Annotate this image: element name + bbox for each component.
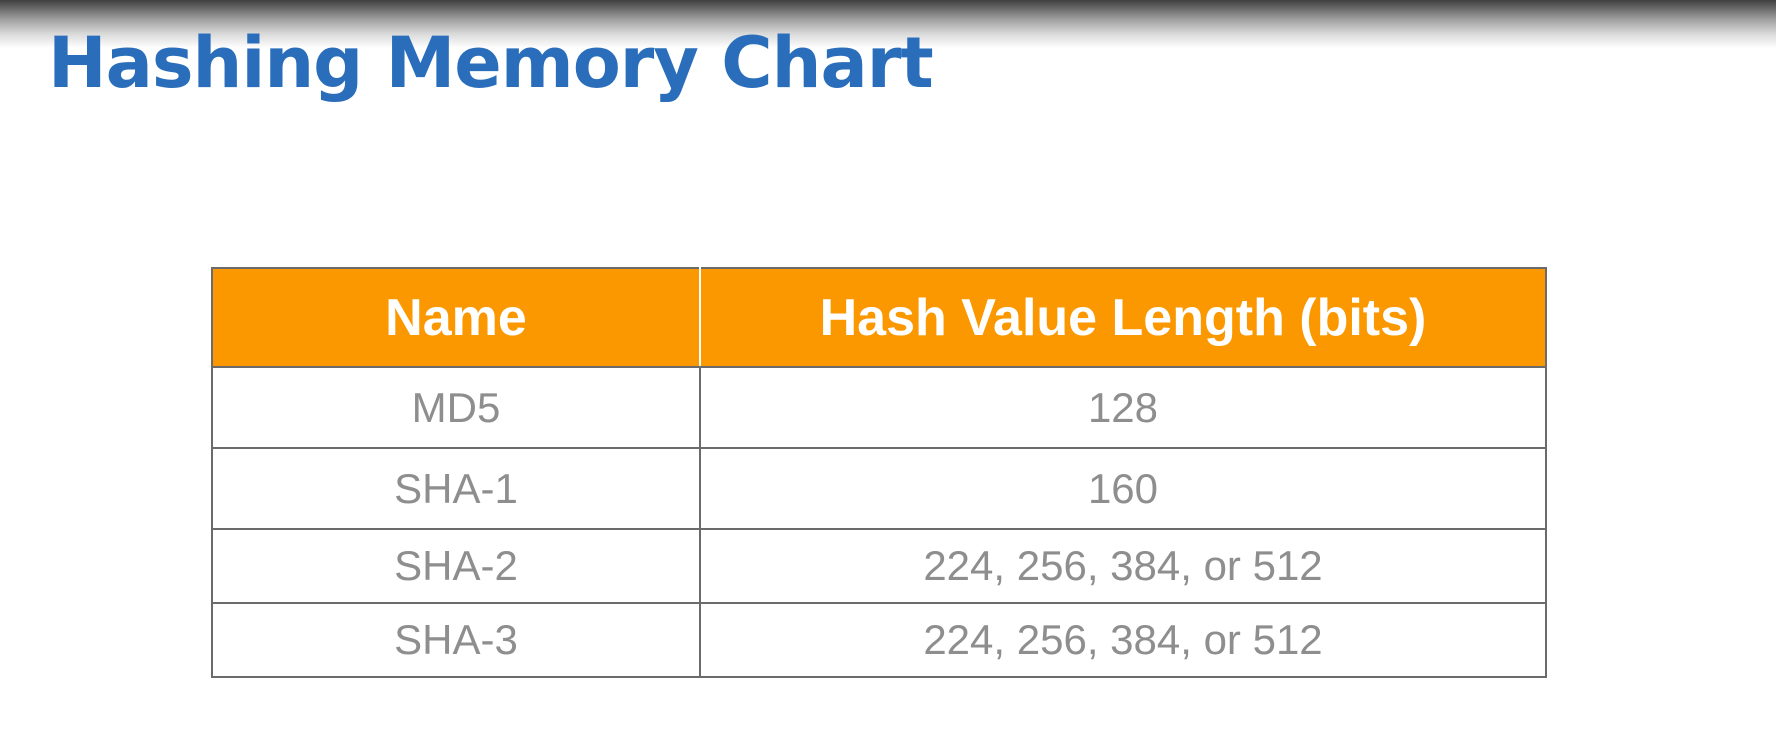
cell-name: SHA-2 — [211, 528, 701, 604]
table-header-row: Name Hash Value Length (bits) — [211, 267, 1547, 368]
cell-hash-length: 160 — [699, 447, 1547, 530]
slide-title: Hashing Memory Chart — [48, 22, 934, 104]
table-row: SHA-2 224, 256, 384, or 512 — [211, 528, 1547, 604]
cell-hash-length: 128 — [699, 366, 1547, 449]
table-row: MD5 128 — [211, 366, 1547, 449]
cell-name: MD5 — [211, 366, 701, 449]
cell-name: SHA-3 — [211, 602, 701, 678]
header-name: Name — [211, 267, 701, 368]
hashing-memory-table: Name Hash Value Length (bits) MD5 128 SH… — [211, 267, 1547, 678]
header-hash-length: Hash Value Length (bits) — [699, 267, 1547, 368]
table-row: SHA-3 224, 256, 384, or 512 — [211, 602, 1547, 678]
cell-hash-length: 224, 256, 384, or 512 — [699, 602, 1547, 678]
table-row: SHA-1 160 — [211, 447, 1547, 530]
cell-name: SHA-1 — [211, 447, 701, 530]
cell-hash-length: 224, 256, 384, or 512 — [699, 528, 1547, 604]
top-shadow-band — [0, 0, 1776, 48]
